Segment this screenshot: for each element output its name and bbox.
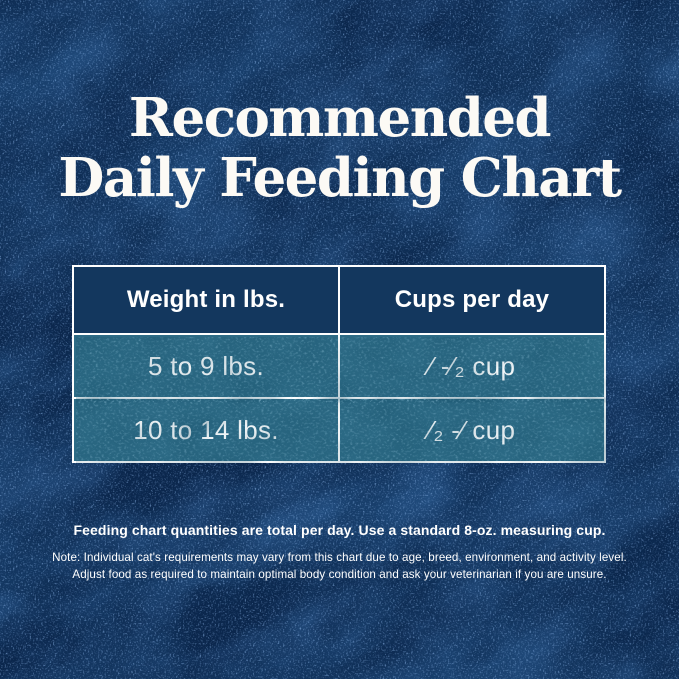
feeding-table: Weight in lbs. Cups per day 5 to 9 lbs. … <box>72 265 606 463</box>
measuring-cup-note: Feeding chart quantities are total per d… <box>73 522 606 538</box>
table-cell-weight-row2: 10 to 14 lbs. <box>74 399 338 461</box>
column-header-cups: Cups per day <box>340 267 604 333</box>
table-cell-weight-row1: 5 to 9 lbs. <box>74 335 338 397</box>
disclaimer-line-1: Note: Individual cat's requirements may … <box>52 551 627 564</box>
table-cell-cups-row1: ⁄ -⁄₂ cup <box>340 335 604 397</box>
table-cell-cups-row2: ⁄₂ -⁄ cup <box>340 399 604 461</box>
disclaimer-line-2: Adjust food as required to maintain opti… <box>72 567 607 581</box>
title-line-2: Daily Feeding Chart <box>58 147 622 209</box>
title-line-1: Recommended <box>128 87 552 149</box>
column-header-weight: Weight in lbs. <box>74 267 338 333</box>
disclaimer-note: Note: Individual cat's requirements may … <box>0 550 679 583</box>
page-title: Recommended Daily Feeding Chart <box>0 88 679 208</box>
